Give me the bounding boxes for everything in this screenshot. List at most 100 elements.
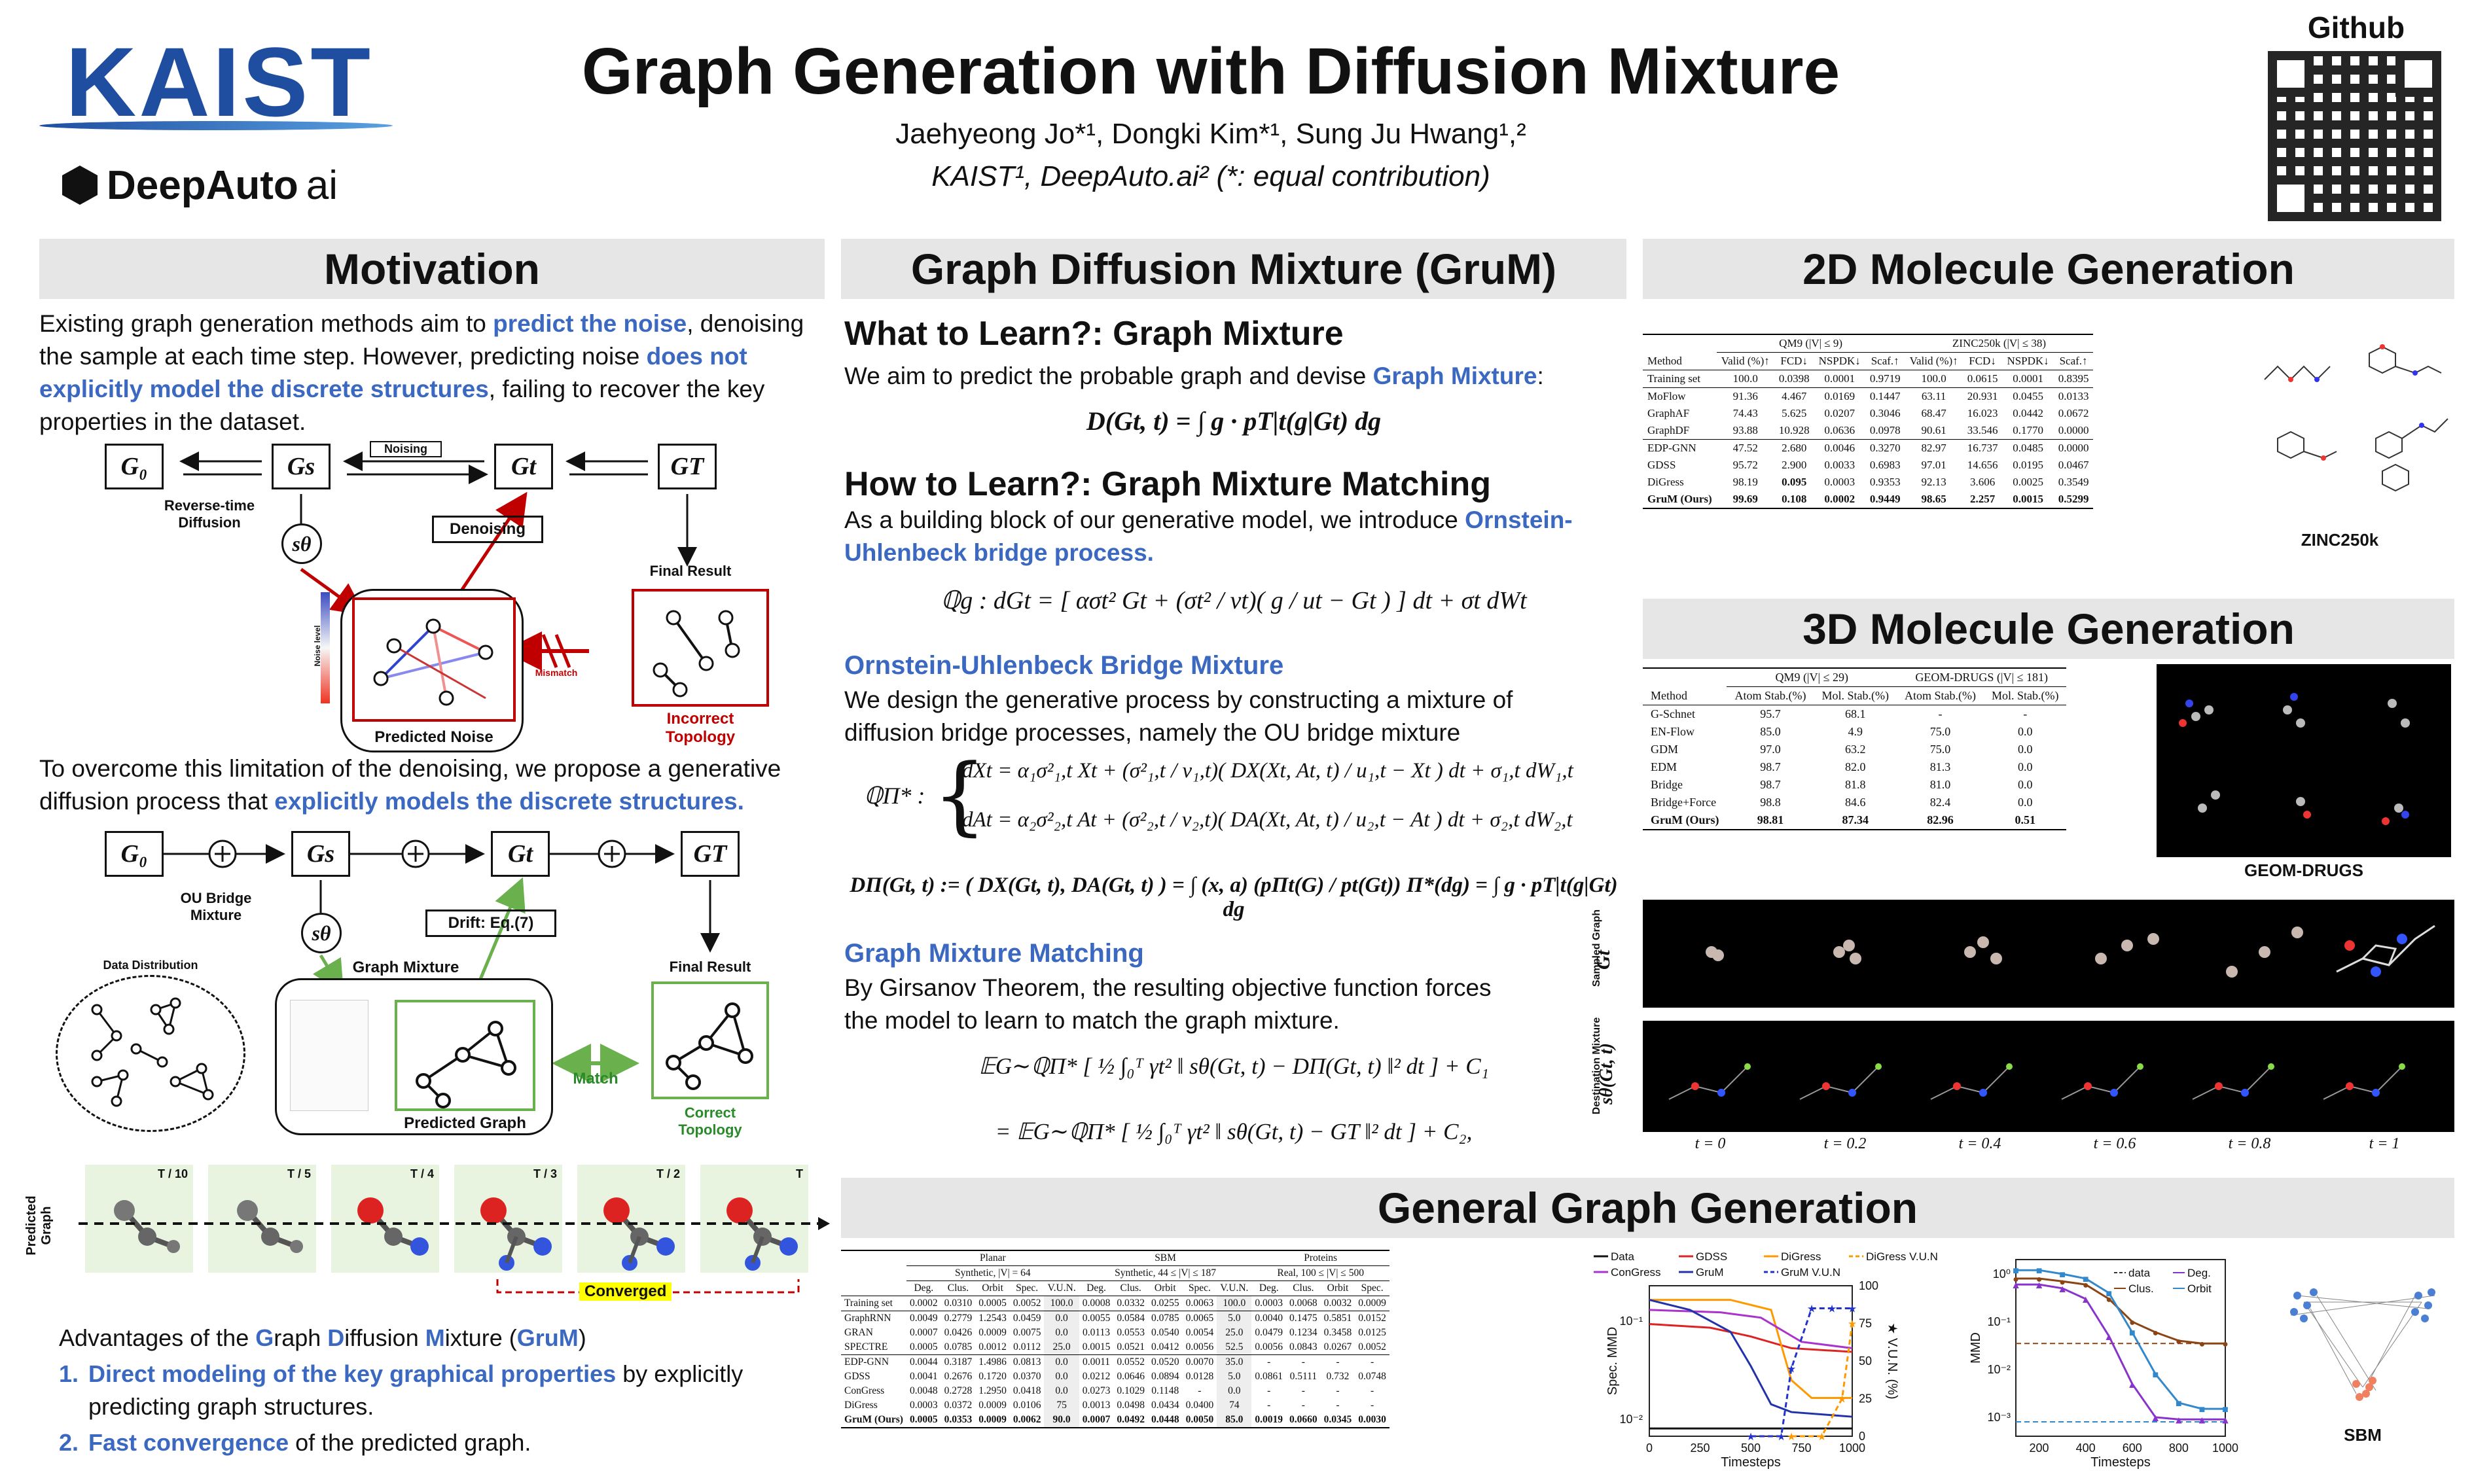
data-graphs-icon (91, 997, 214, 1107)
time-label: t = 0.2 (1823, 1135, 1867, 1152)
table-cell: 3.606 (1969, 476, 1996, 488)
table-cell: 0.0012 (978, 1341, 1007, 1352)
how-to-learn-text: As a building block of our generative mo… (844, 506, 1573, 566)
table-cell: 0.0455 (2002, 387, 2054, 405)
series-marker: ▲ (2057, 1284, 2068, 1295)
table-cell: 0.51 (1983, 811, 2067, 830)
table-group-header: GEOM-DRUGS (|V| ≤ 181) (1896, 667, 2067, 687)
table-cell: 98.8 (1760, 796, 1781, 809)
table-cell: 10.928 (1778, 424, 1810, 436)
noise-level-label: Noise level (313, 625, 322, 667)
github-qr-code[interactable] (2268, 51, 2441, 221)
table-cell: - (1355, 1354, 1389, 1369)
y-tick-label: 10⁻¹ (1619, 1315, 1643, 1328)
table-cell: 0.0050 (1182, 1413, 1217, 1428)
geom-drugs-molecules (2157, 664, 2451, 857)
table-cell: 0.1029 (1117, 1385, 1145, 1396)
table-cell: 75 (1044, 1398, 1079, 1413)
general-table: Planar SBM Proteins Synthetic, |V| = 64 Synt… (841, 1250, 1389, 1428)
table-cell: 63.11 (1905, 387, 1963, 405)
table-cell: 0.0033 (1824, 459, 1856, 471)
series-marker: ● (2013, 1274, 2019, 1285)
chart-spec-mmd-svg: ★ ★★★★ ★★★ ★ ★0 250 500 750 100010⁻¹10⁻²02550751… (1594, 1250, 1938, 1470)
table-cell: 68.1 (1844, 707, 1866, 720)
table-cell: GRAN (844, 1327, 873, 1338)
table-cell: 0.0861 (1255, 1371, 1283, 1382)
destination-trajectory-drawing (1668, 1063, 2405, 1100)
incorrect-topology-label: Incorrect Topology (665, 710, 736, 746)
denoising-label: Denoising (432, 516, 543, 543)
y2-tick-label: 50 (1859, 1354, 1872, 1368)
table-cell: 0.0843 (1289, 1341, 1318, 1352)
table-row: GruM (Ours) 99.69 0.108 0.0002 0.9449 98.65 2.… (1643, 491, 2094, 509)
table-cell: 0.0044 (906, 1354, 941, 1369)
eq-ou-bridge: ℚg : dGt = [ ασt² Gt + (σt² / vt)( g / u… (941, 587, 1527, 614)
table-cell: 5.0 (1217, 1311, 1252, 1326)
table-cell: 91.36 (1716, 387, 1774, 405)
table-cell: GDM (1651, 743, 1679, 756)
predicted-noise-box: Predicted Noise (340, 589, 524, 752)
table-column-header: Valid (%)↑ (1905, 352, 1963, 370)
table-column-header: Clus. (1113, 1281, 1148, 1296)
legend-label: DiGress (1781, 1250, 1821, 1263)
correct-topology-label: Correct Topology (678, 1104, 742, 1138)
table-cell: 0.0133 (2053, 387, 2094, 405)
table-cell: 74 (1217, 1398, 1252, 1413)
table-column-header: Deg. (1251, 1281, 1287, 1296)
table-cell: 87.34 (1814, 811, 1897, 830)
table-row: ConGress 0.0048 0.2728 1.2950 0.0418 0.0 0.027… (841, 1384, 1389, 1398)
table-cell: 0.0009 (975, 1413, 1010, 1428)
series-marker: ■ (2013, 1265, 2019, 1277)
table-cell: 0.0434 (1151, 1400, 1179, 1411)
table-cell: 0.0442 (2013, 407, 2043, 419)
table-column-header: FCD↓ (1962, 352, 2003, 370)
series-marker: ▲ (2174, 1415, 2184, 1426)
table-cell: 0.0 (1044, 1369, 1079, 1384)
series-line (2016, 1269, 2225, 1410)
table-cell: 0.0003 (1824, 476, 1856, 488)
table-cell: Training set (844, 1298, 893, 1309)
table-cell: 0.0646 (1117, 1371, 1145, 1382)
zinc-molecules (2251, 327, 2454, 523)
time-label: t = 0.4 (1958, 1135, 2001, 1152)
table-cell: 0.0412 (1151, 1341, 1179, 1352)
table-cell: 0.0273 (1082, 1385, 1111, 1396)
table-cell: 0.0426 (944, 1327, 973, 1338)
series-marker: ▲ (2150, 1413, 2160, 1424)
table-cell: 0.0013 (1082, 1400, 1111, 1411)
table-cell: 0.0052 (1358, 1341, 1386, 1352)
table-cell: 0.0075 (1013, 1327, 1041, 1338)
x-tick-label: 500 (1741, 1441, 1761, 1455)
table-column-header: Orbit (1147, 1281, 1183, 1296)
table-cell: EN-Flow (1651, 725, 1694, 738)
table-cell: 82.96 (1896, 811, 1984, 830)
table-cell: 0.0 (1044, 1384, 1079, 1398)
series-line (1649, 1299, 1853, 1418)
table-column-header: Clus. (1286, 1281, 1321, 1296)
series-marker: ▲ (2104, 1332, 2114, 1343)
mol3d-heading: 3D Molecule Generation (1643, 599, 2454, 659)
table-cell: - (2023, 707, 2028, 720)
series-marker: ■ (2059, 1269, 2066, 1281)
table-cell: 0.0007 (909, 1327, 938, 1338)
table-cell: Bridge+Force (1651, 796, 1717, 809)
series-marker: ● (2152, 1328, 2159, 1339)
series-line (2016, 1277, 2225, 1345)
node2-gT: GT (681, 831, 740, 877)
table-cell: 2.257 (1962, 491, 2003, 509)
table-cell: SPECTRE (844, 1341, 888, 1352)
table-cell: 0.0 (2017, 743, 2033, 756)
table-cell: 0.5851 (1320, 1311, 1355, 1326)
table-group-header: QM9 (|V| ≤ 9) (1716, 334, 1905, 353)
table-cell: 0.0212 (1082, 1371, 1111, 1382)
trajectory-row-sampled (1643, 900, 2454, 1008)
table-group-header (1643, 334, 1717, 353)
table-cell: 0.3458 (1323, 1327, 1352, 1338)
table-cell: 0.0520 (1147, 1354, 1183, 1369)
table-cell: 33.546 (1967, 424, 1998, 436)
table-row: GDSS 95.72 2.900 0.0033 0.6983 97.01 14.656 0.0… (1643, 457, 2093, 474)
strip-molecule (726, 1197, 798, 1271)
predicted-graph-strip: Predicted Graph T / 10 T / 5 T / 4 T / 3 T /… (20, 1158, 831, 1309)
series-marker: ● (2199, 1339, 2206, 1350)
table-cell: 0.0009 (978, 1327, 1007, 1338)
